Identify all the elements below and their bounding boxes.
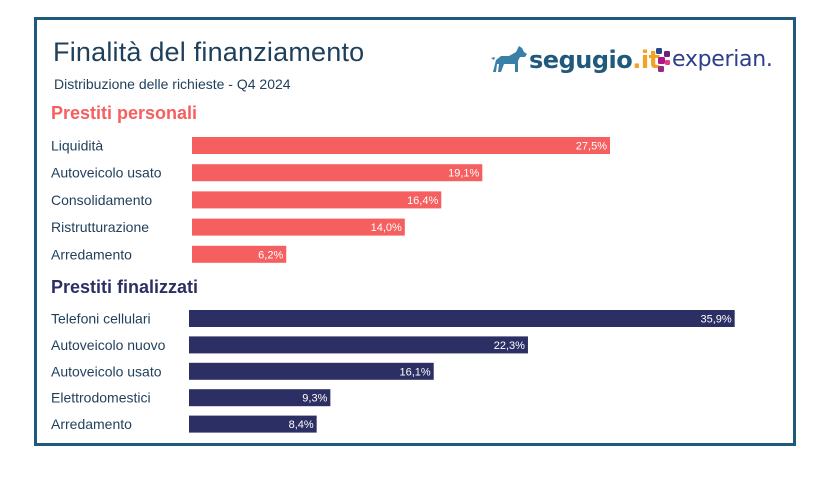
category-label: Consolidamento xyxy=(51,192,152,208)
panel-prestiti-personali: Prestiti personali Liquidità 27,5% Autoveic… xyxy=(51,103,610,263)
category-label: Arredamento xyxy=(51,246,132,262)
value-label: 6,2% xyxy=(258,249,283,261)
bar xyxy=(192,137,610,154)
section-heading: Prestiti personali xyxy=(51,103,197,123)
segugio-logo-suffix: .it xyxy=(632,46,660,74)
bar xyxy=(189,336,528,354)
bar xyxy=(189,415,317,433)
bar xyxy=(189,389,331,407)
dog-icon xyxy=(491,46,527,72)
value-label: 35,9% xyxy=(700,314,731,326)
value-label: 8,4% xyxy=(289,419,314,431)
page-title: Finalità del finanziamento xyxy=(53,37,365,67)
experian-dots-icon xyxy=(656,48,670,72)
value-label: 16,4% xyxy=(407,195,438,207)
category-label: Autoveicolo nuovo xyxy=(51,337,166,353)
value-label: 9,3% xyxy=(302,393,327,405)
category-label: Elettrodomestici xyxy=(51,390,151,406)
value-label: 27,5% xyxy=(576,141,607,153)
value-label: 19,1% xyxy=(448,168,479,180)
bar xyxy=(192,218,405,236)
value-label: 22,3% xyxy=(494,340,525,352)
bar xyxy=(192,245,287,263)
segugio-logo: segugio.it xyxy=(529,46,660,74)
section-heading: Prestiti finalizzati xyxy=(51,277,198,297)
bar xyxy=(189,310,735,327)
bar xyxy=(192,191,442,209)
logos: segugio.it experian. xyxy=(489,40,779,80)
category-label: Ristrutturazione xyxy=(51,219,149,235)
experian-logo: experian. xyxy=(672,47,773,72)
bar xyxy=(189,362,434,380)
category-label: Arredamento xyxy=(51,416,132,432)
category-label: Autoveicolo usato xyxy=(51,165,162,181)
segugio-logo-name: segugio xyxy=(529,46,633,74)
panel-prestiti-finalizzati: Prestiti finalizzati Telefoni cellulari 35… xyxy=(51,277,735,433)
value-label: 14,0% xyxy=(371,222,402,234)
bar xyxy=(192,164,483,182)
category-label: Telefoni cellulari xyxy=(51,311,151,327)
category-label: Liquidità xyxy=(51,138,103,154)
category-label: Autoveicolo usato xyxy=(51,363,162,379)
page-subtitle: Distribuzione delle richieste - Q4 2024 xyxy=(54,76,291,92)
value-label: 16,1% xyxy=(400,366,431,378)
